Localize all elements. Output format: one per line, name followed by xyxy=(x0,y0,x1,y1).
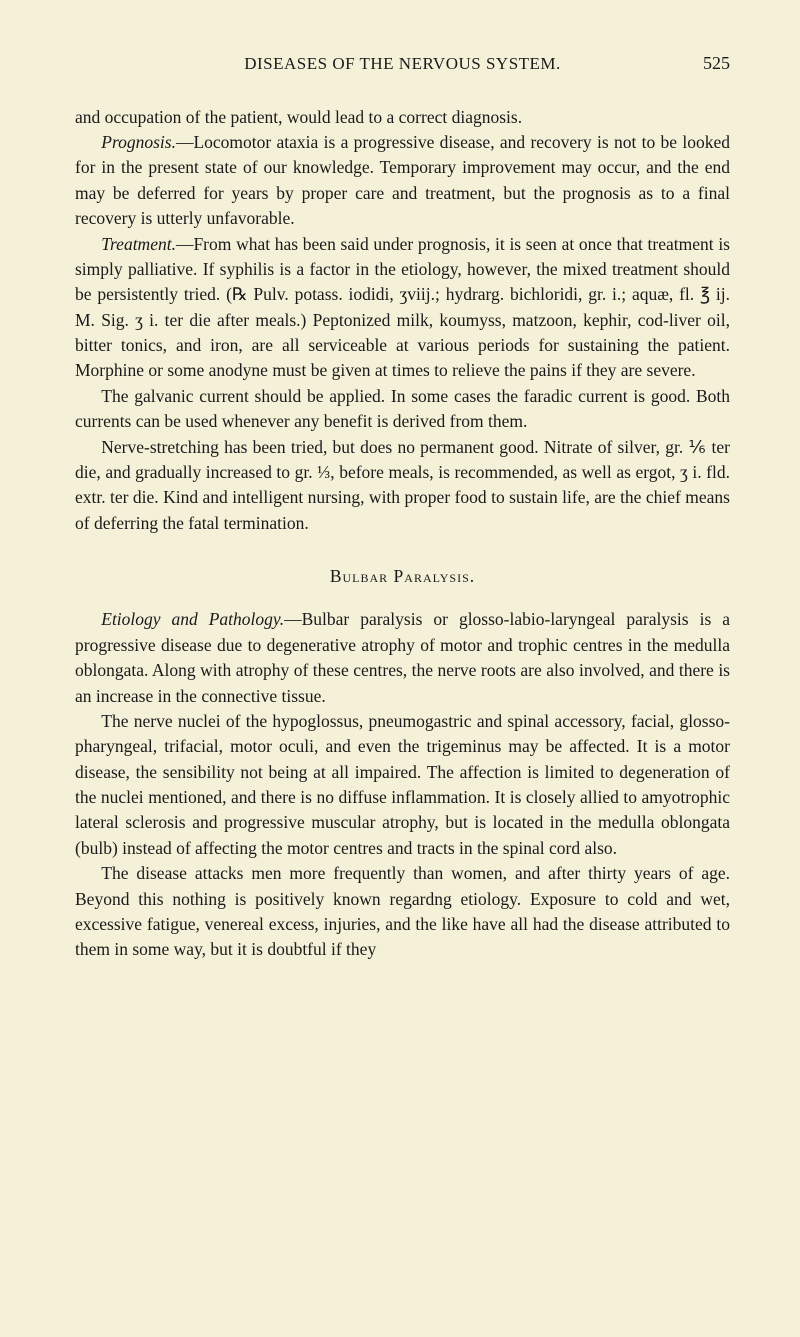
paragraph-disease-attacks: The disease attacks men more frequently … xyxy=(75,861,730,963)
etiology-label: Etiology and Pathology. xyxy=(101,609,284,629)
section-heading-bulbar: Bulbar Paralysis. xyxy=(75,564,730,589)
paragraph-etiology: Etiology and Pathology.—Bulbar paralysis… xyxy=(75,607,730,709)
paragraph-nerve-nuclei: The nerve nuclei of the hypoglossus, pne… xyxy=(75,709,730,861)
header-title: DISEASES OF THE NERVOUS SYSTEM. xyxy=(125,52,680,77)
paragraph-continuation: and occupation of the patient, would lea… xyxy=(75,105,730,130)
treatment-label: Treatment. xyxy=(101,234,176,254)
treatment-text: —From what has been said under prognosis… xyxy=(75,234,730,381)
prognosis-label: Prognosis. xyxy=(101,132,176,152)
page-header: DISEASES OF THE NERVOUS SYSTEM. 525 xyxy=(75,50,730,77)
paragraph-prognosis: Prognosis.—Locomotor ataxia is a progres… xyxy=(75,130,730,232)
paragraph-galvanic: The galvanic current should be applied. … xyxy=(75,384,730,435)
paragraph-nerve-stretching: Nerve-stretching has been tried, but doe… xyxy=(75,435,730,537)
page-number: 525 xyxy=(680,50,730,76)
paragraph-treatment: Treatment.—From what has been said under… xyxy=(75,232,730,384)
